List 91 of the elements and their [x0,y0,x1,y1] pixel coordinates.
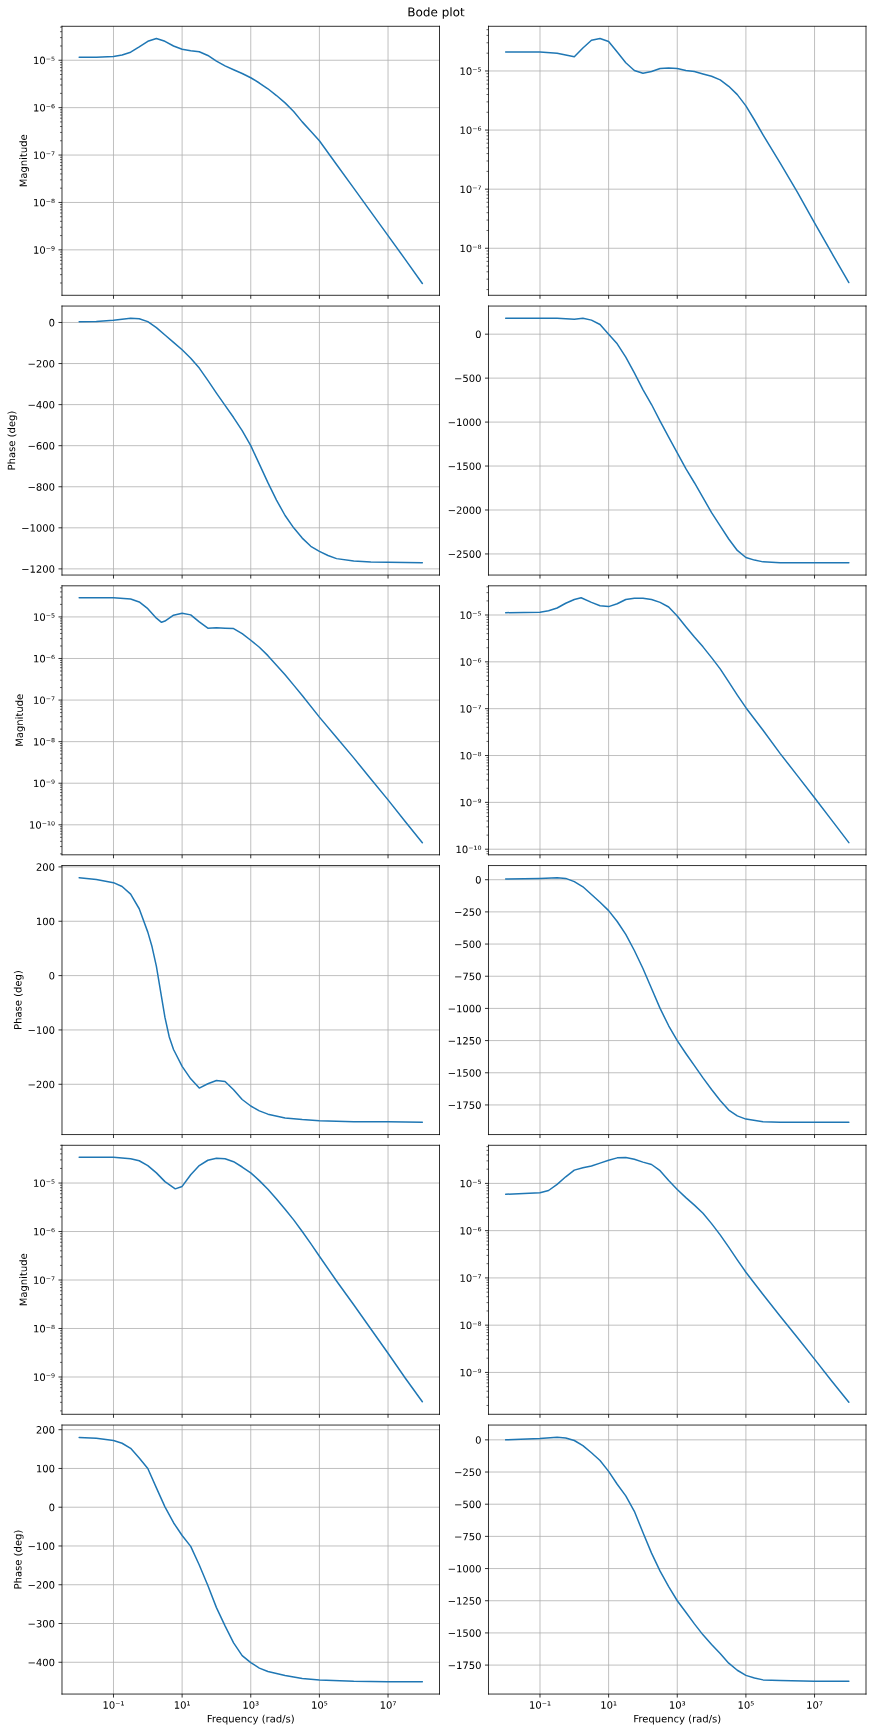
y-tick-label: 10⁻⁹ [34,1373,55,1381]
y-tick-label: 10⁻⁶ [34,104,55,112]
y-tick-label: 10⁻⁵ [34,1179,55,1187]
y-tick-label: 10⁻¹⁰ [456,845,482,854]
y-tick-label: 10⁻⁸ [460,244,482,253]
x-tick-label: 10⁻¹ [103,1701,124,1709]
y-tick-label: 200 [36,1426,55,1434]
y-tick-label: −500 [455,374,481,383]
y-tick-label: −200 [28,1080,55,1089]
y-tick-label: 10⁻⁶ [460,126,482,135]
y-tick-label: −200 [28,1581,55,1589]
y-tick-label: 10⁻⁸ [34,198,55,207]
y-tick-label: −1250 [448,1036,481,1045]
y-tick-label: −300 [28,1619,55,1628]
y-tick-label: −1000 [448,1004,481,1013]
y-tick-label: 100 [37,1464,55,1473]
y-tick-label: −2000 [448,506,481,514]
y-tick-label: 0 [475,876,481,884]
y-tick-label: 10⁻⁷ [460,705,482,713]
y-tick-label: 100 [37,917,55,926]
y-tick-label: −1750 [448,1661,481,1670]
x-tick-label: 10³ [243,1701,259,1709]
y-tick-label: 200 [36,863,55,871]
y-tick-label: −1000 [22,524,55,532]
y-tick-label: 10⁻⁹ [34,779,55,788]
x-tick-label: 10⁷ [380,1701,396,1709]
y-tick-label: 10⁻⁷ [34,696,55,705]
y-tick-label: 10⁻⁸ [34,1324,55,1333]
y-tick-label: −750 [455,972,481,981]
y-tick-label: 0 [49,318,55,327]
y-tick-label: −100 [28,1026,55,1034]
y-tick-label: −1000 [448,418,481,427]
y-axis-title: Magnitude [19,134,29,187]
y-tick-label: −400 [28,1658,55,1667]
x-tick-label: 10³ [669,1701,686,1709]
y-tick-label: −250 [455,908,481,916]
y-tick-label: −600 [28,442,55,450]
y-tick-label: 0 [49,971,55,980]
y-tick-label: −1500 [448,1629,481,1637]
chart-title: Bode plot [408,7,465,19]
y-tick-label: 10⁻⁶ [460,1227,482,1235]
y-tick-label: 10⁻⁵ [460,67,482,75]
x-tick-label: 10⁻¹ [530,1701,551,1709]
y-tick-label: 0 [475,1436,481,1444]
y-tick-label: 10⁻⁷ [34,1276,55,1284]
y-tick-label: 10⁻⁸ [34,738,55,746]
x-tick-label: 10⁵ [312,1701,328,1709]
x-tick-label: 10⁵ [738,1701,754,1709]
y-tick-label: 10⁻⁹ [460,798,482,807]
x-tick-label: 10¹ [174,1701,190,1709]
y-tick-label: −500 [455,1500,481,1509]
y-tick-label: 10⁻⁹ [34,246,55,254]
x-tick-label: 10¹ [601,1701,617,1709]
y-tick-label: 10⁻⁸ [460,1321,482,1330]
y-axis-title: Magnitude [15,694,25,746]
y-tick-label: 10⁻⁹ [460,1368,482,1377]
y-tick-label: −750 [455,1532,481,1541]
y-tick-label: −1200 [22,565,55,573]
x-axis-title: Frequency (rad/s) [634,1714,721,1725]
y-tick-label: −250 [455,1468,481,1476]
y-tick-label: −500 [455,940,481,948]
x-axis-title: Frequency (rad/s) [207,1714,294,1725]
y-tick-label: −1250 [448,1597,481,1605]
y-tick-label: 0 [475,330,481,339]
y-tick-label: −1750 [448,1101,481,1109]
y-axis-title: Magnitude [19,1253,29,1306]
y-tick-label: −2500 [448,550,481,558]
y-tick-label: −100 [28,1542,55,1550]
y-axis-title: Phase (deg) [13,971,24,1029]
y-tick-label: 10⁻⁷ [460,1274,482,1282]
y-axis-title: Phase (deg) [13,1530,24,1589]
y-tick-label: −1500 [448,462,481,470]
y-axis-title: Phase (deg) [7,411,18,470]
y-tick-label: 10⁻⁵ [34,56,55,65]
y-tick-label: 10⁻⁵ [460,611,482,619]
y-tick-label: 10⁻⁵ [460,1179,482,1188]
y-tick-label: 0 [49,1503,55,1512]
y-tick-label: −200 [28,359,55,368]
y-tick-label: 10⁻⁸ [460,751,482,760]
y-tick-label: 10⁻⁷ [34,151,55,159]
y-tick-label: 10⁻⁶ [460,658,482,666]
y-tick-label: 10⁻⁵ [34,613,55,621]
y-tick-label: 10⁻⁶ [34,1227,55,1236]
y-tick-label: 10⁻⁷ [460,185,482,194]
y-tick-label: 10⁻⁶ [34,654,55,663]
y-tick-label: −1500 [448,1069,481,1077]
x-tick-label: 10⁷ [807,1701,823,1709]
y-tick-label: −1000 [448,1564,481,1573]
y-tick-label: −400 [28,400,55,409]
y-tick-label: 10⁻¹⁰ [30,821,55,829]
y-tick-label: −800 [28,483,55,491]
